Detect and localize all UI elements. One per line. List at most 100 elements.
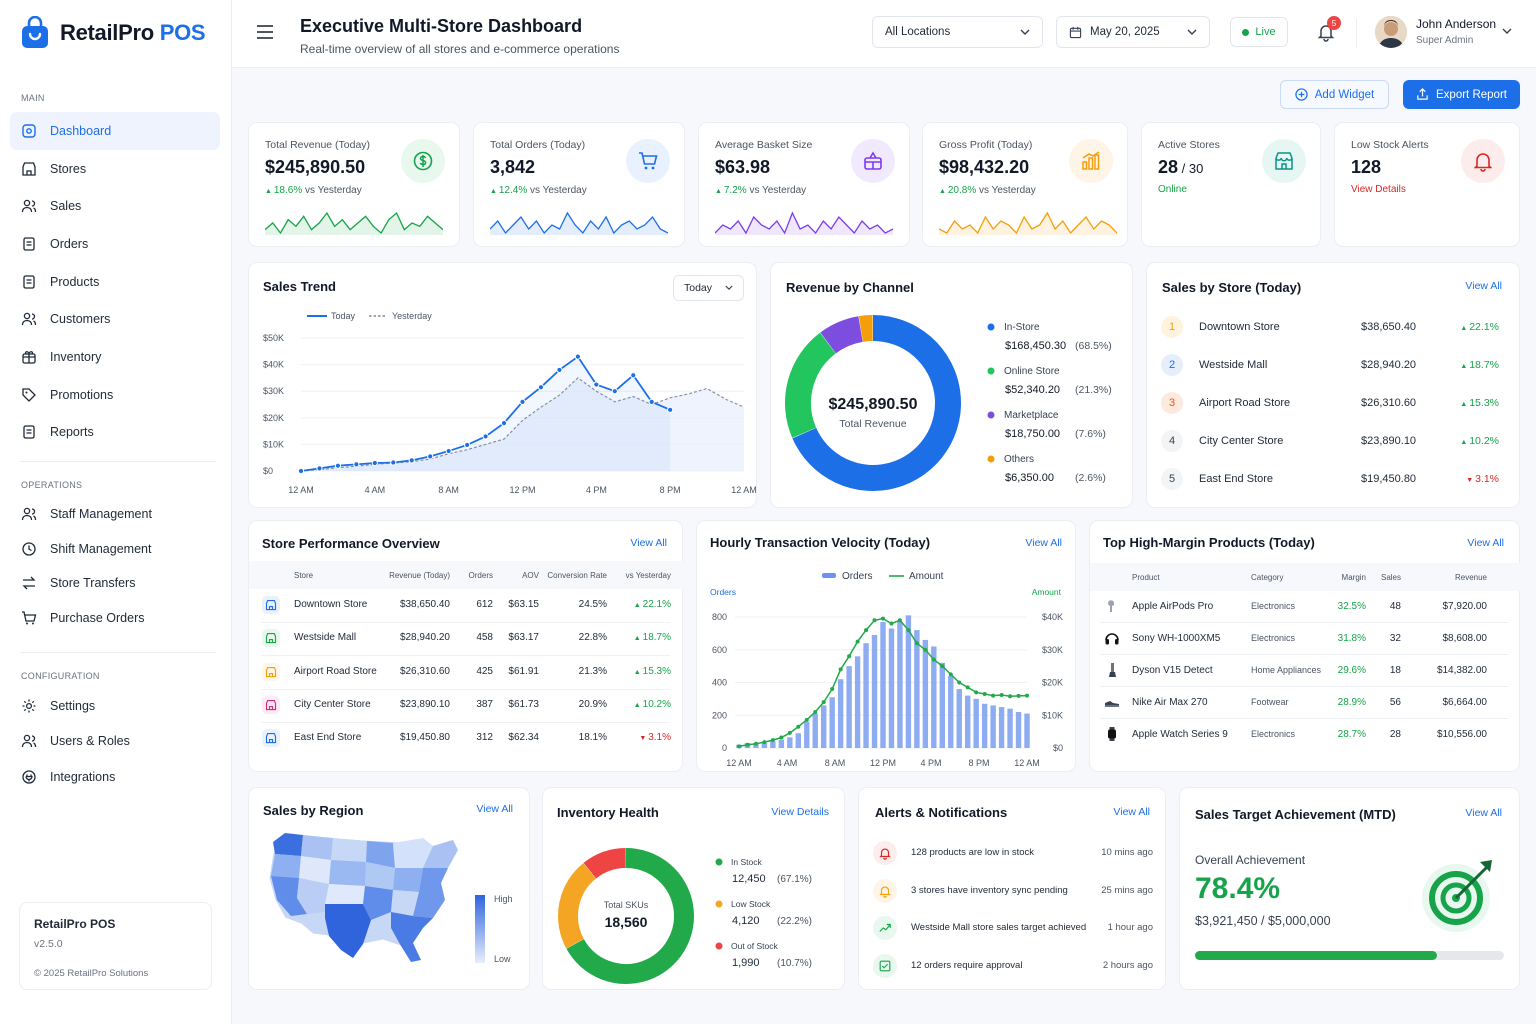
channel-slice[interactable] <box>785 332 837 438</box>
orders-bar[interactable] <box>948 675 954 748</box>
view-all-link[interactable]: View All <box>1465 280 1502 292</box>
list-item[interactable]: 2 Westside Mall $28,940.20 18.7% <box>1161 353 1507 377</box>
alert-item[interactable]: 3 stores have inventory sync pending 25 … <box>873 878 1153 904</box>
view-details-link[interactable]: View Details <box>1351 184 1406 195</box>
period-select[interactable]: Today <box>673 275 744 301</box>
kpi-low-stock-alerts[interactable]: Low Stock Alerts 128 View Details <box>1334 122 1520 247</box>
menu-icon[interactable] <box>256 24 274 40</box>
column-header[interactable]: Store <box>294 571 314 580</box>
sidebar-item-integrations[interactable]: Integrations <box>10 759 220 795</box>
date-select[interactable]: May 20, 2025 <box>1056 16 1210 48</box>
view-details-link[interactable]: View Details <box>771 806 829 818</box>
chevron-down-icon[interactable] <box>1502 27 1512 35</box>
orders-bar[interactable] <box>965 695 971 748</box>
column-header[interactable]: vs Yesterday <box>625 571 671 580</box>
sidebar-item-shift-management[interactable]: Shift Management <box>10 532 220 567</box>
alert-item[interactable]: 128 products are low in stock 10 mins ag… <box>873 840 1153 866</box>
sidebar-item-sales[interactable]: Sales <box>10 187 220 225</box>
inventory-slice[interactable] <box>583 848 627 879</box>
kpi-card[interactable]: Total Orders (Today) 3,842 12.4% vs Yest… <box>473 122 685 247</box>
orders-bar[interactable] <box>863 643 869 748</box>
column-header[interactable]: Revenue (Today) <box>389 571 450 580</box>
channel-slice[interactable] <box>820 316 864 354</box>
orders-bar[interactable] <box>1007 708 1013 748</box>
orders-bar[interactable] <box>990 705 996 748</box>
sidebar-item-orders[interactable]: Orders <box>10 225 220 263</box>
sidebar-item-customers[interactable]: Customers <box>10 300 220 338</box>
orders-bar[interactable] <box>821 705 827 748</box>
column-header[interactable]: AOV <box>522 571 539 580</box>
view-all-link[interactable]: View All <box>1113 806 1150 818</box>
user-name[interactable]: John Anderson <box>1416 17 1497 31</box>
channel-slice[interactable] <box>792 315 961 491</box>
orders-bar[interactable] <box>1024 713 1030 748</box>
column-header[interactable]: Category <box>1251 573 1284 582</box>
us-region-map[interactable] <box>263 828 463 968</box>
orders-bar[interactable] <box>871 635 878 748</box>
sidebar-item-staff-management[interactable]: Staff Management <box>10 497 220 532</box>
column-header[interactable]: Margin <box>1341 573 1366 582</box>
orders-bar[interactable] <box>753 743 759 748</box>
orders-bar[interactable] <box>829 697 835 748</box>
orders-bar[interactable] <box>854 656 861 748</box>
orders-bar[interactable] <box>770 741 776 748</box>
sidebar-item-store-transfers[interactable]: Store Transfers <box>10 566 220 601</box>
view-all-link[interactable]: View All <box>630 537 667 549</box>
list-item[interactable]: 1 Downtown Store $38,650.40 22.1% <box>1161 315 1507 339</box>
sidebar-item-dashboard[interactable]: Dashboard <box>10 112 220 150</box>
brand-logo[interactable]: RetailPro POS <box>20 16 206 50</box>
kpi-card[interactable]: Gross Profit (Today) $98,432.20 20.8% vs… <box>922 122 1128 247</box>
view-all-link[interactable]: View All <box>1465 807 1502 819</box>
alert-item[interactable]: 12 orders require approval 2 hours ago <box>873 953 1153 979</box>
kpi-card[interactable]: Average Basket Size $63.98 7.2% vs Yeste… <box>698 122 910 247</box>
inventory-slice[interactable] <box>558 863 597 949</box>
orders-bar[interactable] <box>795 733 801 748</box>
avatar[interactable] <box>1375 16 1407 48</box>
orders-bar[interactable] <box>880 621 886 748</box>
sidebar-item-users-roles[interactable]: Users & Roles <box>10 724 220 760</box>
orders-bar[interactable] <box>1015 711 1022 748</box>
sidebar-item-purchase-orders[interactable]: Purchase Orders <box>10 601 220 636</box>
column-header[interactable]: Sales <box>1380 573 1401 582</box>
orders-bar[interactable] <box>931 646 937 748</box>
orders-bar[interactable] <box>973 698 979 748</box>
column-header[interactable]: Product <box>1132 573 1160 582</box>
kpi-active-stores[interactable]: Active Stores 28 / 30 Online <box>1141 122 1321 247</box>
orders-bar[interactable] <box>888 628 895 748</box>
sidebar-item-promotions[interactable]: Promotions <box>10 376 220 414</box>
column-header[interactable]: Conversion Rate <box>547 571 607 580</box>
orders-bar[interactable] <box>897 621 903 748</box>
orders-bar[interactable] <box>761 743 768 748</box>
list-item[interactable]: 4 City Center Store $23,890.10 10.2% <box>1161 429 1507 453</box>
orders-bar[interactable] <box>846 666 852 748</box>
add-widget-button[interactable]: Add Widget <box>1280 80 1389 109</box>
export-report-button[interactable]: Export Report <box>1403 80 1520 109</box>
column-header[interactable]: Revenue <box>1454 573 1487 582</box>
list-item[interactable]: 3 Airport Road Store $26,310.60 15.3% <box>1161 391 1507 415</box>
sidebar-item-inventory[interactable]: Inventory <box>10 338 220 376</box>
alert-item[interactable]: Westside Mall store sales target achieve… <box>873 915 1153 941</box>
sidebar-item-stores[interactable]: Stores <box>10 150 220 188</box>
sidebar-item-products[interactable]: Products <box>10 263 220 301</box>
channel-slice[interactable] <box>858 315 873 342</box>
orders-bar[interactable] <box>804 721 810 748</box>
orders-bar[interactable] <box>922 639 929 748</box>
view-all-link[interactable]: View All <box>1025 537 1062 549</box>
list-item[interactable]: 5 East End Store $19,450.80 3.1% <box>1161 467 1507 491</box>
orders-bar[interactable] <box>981 703 988 748</box>
orders-bar[interactable] <box>998 707 1005 748</box>
orders-bar[interactable] <box>812 713 818 748</box>
orders-bar[interactable] <box>914 630 920 748</box>
live-indicator[interactable]: Live <box>1230 17 1288 47</box>
orders-bar[interactable] <box>905 615 912 748</box>
orders-bar[interactable] <box>778 739 785 748</box>
view-all-link[interactable]: View All <box>1467 537 1504 549</box>
orders-bar[interactable] <box>939 662 945 748</box>
orders-bar[interactable] <box>956 689 962 748</box>
view-all-link[interactable]: View All <box>476 803 513 815</box>
sidebar-item-reports[interactable]: Reports <box>10 414 220 452</box>
kpi-card[interactable]: Total Revenue (Today) $245,890.50 18.6% … <box>248 122 460 247</box>
orders-bar[interactable] <box>787 737 793 748</box>
inventory-slice[interactable] <box>566 848 694 984</box>
orders-bar[interactable] <box>837 679 844 748</box>
